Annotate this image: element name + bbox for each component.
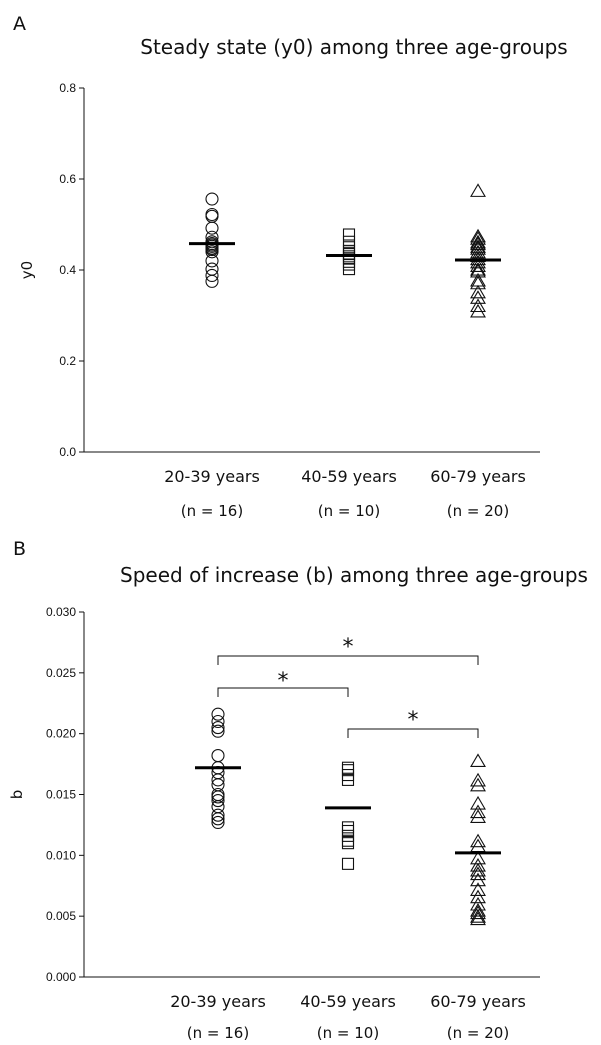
- data-point-triangle: [470, 183, 486, 197]
- data-point-triangle: [470, 838, 486, 853]
- x-category-n-label: (n = 16): [187, 1024, 249, 1042]
- significance-bracket: [217, 687, 349, 697]
- data-point-triangle: [470, 234, 486, 249]
- data-point-triangle: [470, 804, 486, 819]
- data-point-circle: [205, 274, 219, 288]
- chart-title: Steady state (y0) among three age-groups: [140, 35, 567, 59]
- data-point-square: [341, 837, 355, 850]
- data-point-triangle: [470, 290, 486, 304]
- chart-panel-a: A Steady state (y0) among three age-group…: [13, 13, 568, 520]
- data-point-triangle: [470, 795, 486, 810]
- y-axis-label: b: [8, 790, 26, 800]
- data-point-triangle: [470, 254, 486, 269]
- significance-star: *: [343, 635, 354, 660]
- data-point-circle: [211, 714, 225, 729]
- data-point-circle: [211, 790, 225, 804]
- data-point-triangle: [470, 809, 486, 823]
- x-category-label: 20-39 years: [164, 467, 260, 486]
- y-tick-label: 0.010: [46, 848, 76, 862]
- y-axis-label: y0: [18, 261, 36, 279]
- y-tick-label: 0.005: [46, 909, 76, 923]
- data-point-square: [341, 773, 355, 786]
- data-point-square: [341, 857, 355, 870]
- x-category-label: 40-59 years: [301, 467, 397, 486]
- data-point-square: [342, 263, 356, 276]
- y-tick-label: 0.6: [59, 172, 76, 186]
- y-tick-label: 0.030: [46, 605, 76, 619]
- chart-panel-b: B Speed of increase (b) among three age-g…: [8, 538, 588, 1042]
- data-point-triangle: [470, 284, 486, 299]
- data-point-circle: [205, 245, 219, 259]
- data-point-triangle: [470, 857, 486, 872]
- x-category-n-label: (n = 10): [317, 1024, 379, 1042]
- data-point-circle: [211, 721, 225, 735]
- data-point-triangle: [470, 303, 486, 318]
- y-tick-label: 0.015: [46, 788, 76, 802]
- data-point-triangle: [470, 241, 486, 255]
- x-category-n-label: (n = 20): [447, 1024, 509, 1042]
- data-point-triangle: [470, 244, 486, 259]
- data-point-circle: [211, 812, 225, 826]
- x-category-n-label: (n = 10): [318, 502, 380, 520]
- x-category-label: 60-79 years: [430, 992, 526, 1011]
- data-point-triangle: [470, 905, 486, 920]
- x-category-n-label: (n = 20): [447, 502, 509, 520]
- data-point-circle: [211, 815, 225, 830]
- x-category-label: 40-59 years: [300, 992, 396, 1011]
- y-tick-label: 0.0: [59, 445, 76, 459]
- significance-bracket: [217, 655, 479, 665]
- data-point-triangle: [470, 872, 486, 887]
- data-point-triangle: [470, 275, 486, 290]
- y-tick-label: 0.025: [46, 666, 76, 680]
- significance-star: *: [278, 669, 289, 694]
- data-point-square: [341, 761, 355, 774]
- y-tick-label: 0.020: [46, 727, 76, 741]
- y-tick-label: 0.000: [46, 970, 76, 984]
- data-point-triangle: [470, 902, 486, 917]
- data-point-circle: [211, 808, 225, 822]
- chart-title: Speed of increase (b) among three age-gr…: [120, 563, 588, 587]
- data-point-square: [342, 228, 356, 241]
- significance-star: *: [408, 708, 419, 733]
- data-point-triangle: [470, 777, 486, 792]
- data-point-triangle: [470, 772, 486, 787]
- data-point-circle: [211, 707, 225, 721]
- data-point-circle: [211, 773, 225, 787]
- significance-bracket: [347, 728, 479, 738]
- x-category-label: 20-39 years: [170, 992, 266, 1011]
- data-point-triangle: [470, 866, 486, 881]
- panel-letter: A: [13, 13, 26, 35]
- data-point-square: [341, 768, 355, 782]
- data-point-triangle: [470, 231, 486, 245]
- data-point-triangle: [470, 882, 486, 896]
- data-point-triangle: [470, 889, 486, 904]
- data-point-circle: [205, 221, 219, 235]
- data-point-circle: [211, 794, 225, 808]
- y-tick-label: 0.4: [59, 263, 76, 277]
- y-tick-label: 0.2: [59, 354, 76, 368]
- data-point-circle: [211, 749, 225, 763]
- data-point-triangle: [470, 862, 486, 877]
- data-point-circle: [205, 268, 219, 283]
- data-point-triangle: [470, 258, 486, 273]
- data-point-triangle: [470, 911, 486, 926]
- x-category-n-label: (n = 16): [181, 502, 243, 520]
- data-point-circle: [205, 254, 219, 268]
- data-point-triangle: [470, 833, 486, 848]
- data-point-triangle: [470, 909, 486, 923]
- data-point-square: [341, 829, 355, 842]
- data-point-triangle: [470, 753, 486, 767]
- data-point-circle: [205, 192, 219, 206]
- data-point-triangle: [470, 298, 486, 313]
- panel-letter: B: [13, 538, 26, 560]
- data-point-square: [341, 821, 355, 834]
- data-point-circle: [211, 724, 225, 738]
- x-category-label: 60-79 years: [430, 467, 526, 486]
- y-tick-label: 0.8: [59, 81, 76, 95]
